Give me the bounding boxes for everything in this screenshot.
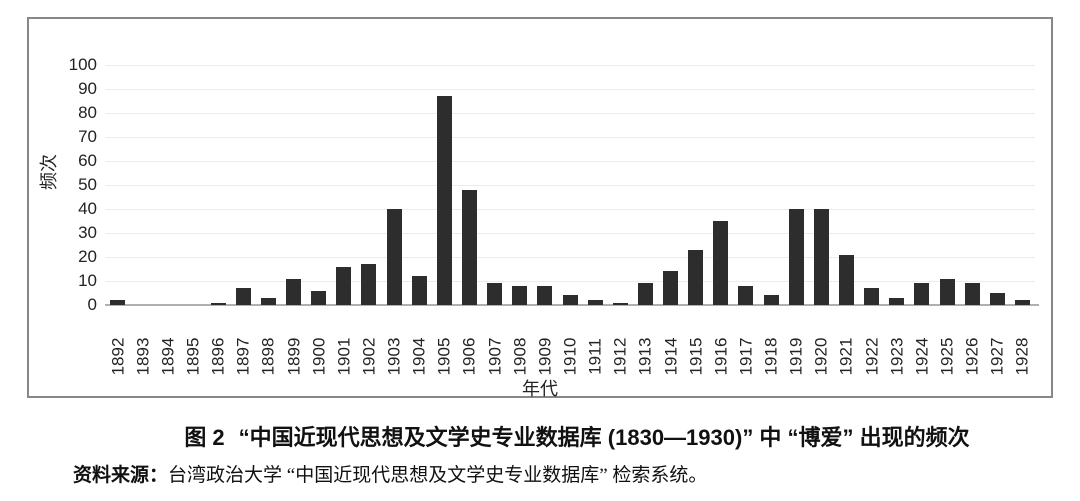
bar-1902 — [361, 264, 377, 305]
bar-1917 — [738, 285, 754, 305]
plot-area — [105, 65, 1035, 305]
y-tick-label-20: 20 — [78, 247, 97, 266]
gridline-20 — [105, 257, 1035, 258]
bar-1892 — [110, 300, 126, 305]
gridline-80 — [105, 113, 1035, 114]
bar-1920 — [813, 209, 829, 305]
y-tick-label-50: 50 — [78, 175, 97, 194]
bar-1927 — [989, 293, 1005, 305]
bar-1910 — [562, 295, 578, 305]
source-label: 资料来源： — [73, 465, 169, 486]
bar-1915 — [688, 249, 704, 305]
bar-1918 — [763, 295, 779, 305]
bar-1896 — [210, 302, 226, 305]
gridline-40 — [105, 209, 1035, 210]
gridline-10 — [105, 281, 1035, 282]
bar-1898 — [260, 297, 276, 305]
gridline-30 — [105, 233, 1035, 234]
gridline-70 — [105, 137, 1035, 138]
bar-1900 — [311, 290, 327, 305]
figure-caption-text: “中国近现代思想及文学史专业数据库 (1830—1930)” 中 “博爱” 出现… — [238, 425, 970, 450]
bar-1901 — [336, 266, 352, 305]
bar-1923 — [889, 297, 905, 305]
y-tick-label-10: 10 — [78, 271, 97, 290]
bar-1912 — [612, 302, 628, 305]
bar-1926 — [964, 283, 980, 305]
x-axis-baseline — [105, 304, 1039, 306]
gridline-90 — [105, 89, 1035, 90]
bar-1913 — [637, 283, 653, 305]
y-tick-label-90: 90 — [78, 79, 97, 98]
bar-1924 — [914, 283, 930, 305]
gridline-60 — [105, 161, 1035, 162]
y-axis-title: 频次 — [39, 154, 59, 190]
bar-1908 — [512, 285, 528, 305]
bar-1919 — [788, 209, 804, 305]
source-text: 台湾政治大学 “中国近现代思想及文学史专业数据库” 检索系统。 — [168, 465, 708, 486]
chart-frame: 0 10 20 30 40 50 60 70 80 90 100 频次 1892 1893 1894 18… — [27, 17, 1053, 399]
y-tick-label-0: 0 — [87, 295, 97, 314]
gridline-50 — [105, 185, 1035, 186]
y-tick-label-100: 100 — [68, 55, 97, 74]
x-axis-title: 年代 — [522, 379, 558, 399]
bar-1914 — [663, 271, 679, 305]
bar-1922 — [864, 288, 880, 305]
y-tick-label-60: 60 — [78, 151, 97, 170]
y-tick-label-70: 70 — [78, 127, 97, 146]
figure-caption: 图 2 “中国近现代思想及文学史专业数据库 (1830—1930)” 中 “博爱”… — [94, 420, 1060, 452]
y-tick-label-30: 30 — [78, 223, 97, 242]
bar-1916 — [713, 221, 729, 305]
bar-1909 — [537, 285, 553, 305]
y-tick-label-80: 80 — [78, 103, 97, 122]
bar-1925 — [939, 278, 955, 305]
gridline-100 — [105, 65, 1035, 66]
bar-1928 — [1014, 300, 1030, 305]
bar-1906 — [461, 189, 477, 305]
bar-1905 — [436, 96, 452, 305]
bar-1921 — [838, 254, 854, 305]
bar-1911 — [587, 300, 603, 305]
bar-1904 — [411, 276, 427, 305]
bar-1907 — [487, 283, 503, 305]
bar-1899 — [286, 278, 301, 305]
figure-source: 资料来源：台湾政治大学 “中国近现代思想及文学史专业数据库” 检索系统。 — [73, 460, 1063, 487]
figure-number: 图 2 — [184, 425, 225, 450]
bar-1897 — [235, 288, 251, 305]
y-tick-label-40: 40 — [78, 199, 97, 218]
bar-1903 — [386, 209, 402, 305]
